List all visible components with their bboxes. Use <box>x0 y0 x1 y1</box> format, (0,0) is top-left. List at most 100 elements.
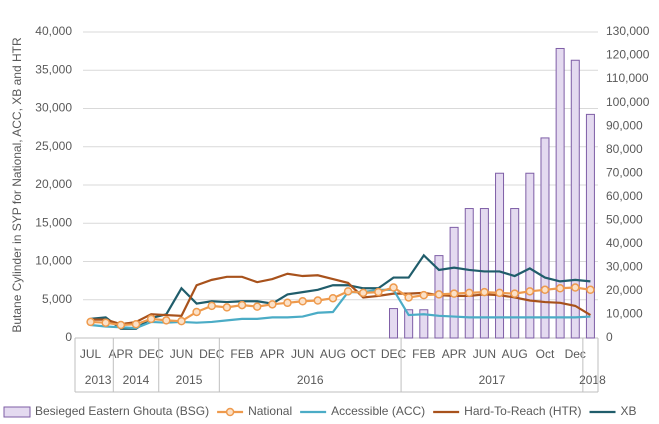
marker <box>328 293 338 303</box>
year-label: 2017 <box>479 373 506 387</box>
y2-tick-label: 20,000 <box>606 283 643 297</box>
bar <box>510 208 520 339</box>
x-tick-label: Dec <box>565 347 586 361</box>
bar <box>495 172 505 339</box>
marker <box>283 298 292 308</box>
x-tick-label: AUG <box>502 347 528 361</box>
legend-swatch <box>3 406 31 418</box>
bar <box>419 309 429 339</box>
marker <box>131 319 141 329</box>
bar <box>404 309 414 339</box>
x-tick-label: FEB <box>230 347 253 361</box>
marker <box>495 288 504 298</box>
marker <box>404 293 413 302</box>
legend-label: XB <box>621 404 637 418</box>
y2-tick-label: 40,000 <box>606 236 643 250</box>
marker <box>252 302 262 311</box>
marker <box>116 320 126 330</box>
marker <box>358 288 368 298</box>
y2-tick-label: 110,000 <box>606 71 649 85</box>
bar <box>449 226 459 339</box>
marker <box>555 284 565 293</box>
bar <box>570 59 580 339</box>
x-tick-label: JUN <box>170 347 193 361</box>
y-tick-label: 5,000 <box>42 292 72 306</box>
bar <box>540 137 550 339</box>
y-tick-label: 30,000 <box>35 101 72 115</box>
bar <box>585 113 595 339</box>
line <box>90 288 591 330</box>
marker <box>374 287 383 297</box>
marker <box>510 289 519 298</box>
x-tick-label: JUN <box>473 347 496 361</box>
legend-label: Besieged Eastern Ghouta (BSG) <box>35 404 209 418</box>
y2-tick-label: 30,000 <box>606 260 643 274</box>
marker <box>465 288 474 298</box>
x-tick-label: JUL <box>80 347 102 361</box>
x-tick-label: APR <box>442 347 467 361</box>
marker <box>192 307 201 317</box>
y2-tick-label: 120,000 <box>606 48 650 62</box>
x-tick-label: FEB <box>412 347 435 361</box>
x-tick-label: AUG <box>320 347 346 361</box>
legend-marker <box>225 407 235 417</box>
marker <box>222 303 232 312</box>
bar <box>389 308 399 339</box>
year-label: 2018 <box>579 373 606 387</box>
x-tick-label: APR <box>109 347 134 361</box>
x-tick-label: APR <box>260 347 285 361</box>
y-axis-label: Butane Cylinder in SYP for National, ACC… <box>10 37 24 333</box>
y-tick-label: 0 <box>65 330 72 344</box>
marker <box>298 297 307 306</box>
marker <box>207 301 216 311</box>
marker <box>162 316 171 325</box>
legend-label: Accessible (ACC) <box>331 404 425 418</box>
y2-tick-label: 70,000 <box>606 165 643 179</box>
marker <box>101 318 110 327</box>
bar <box>479 208 489 339</box>
y-tick-label: 25,000 <box>35 139 72 153</box>
marker <box>146 314 156 324</box>
year-label: 2014 <box>123 373 150 387</box>
marker <box>540 285 550 295</box>
x-tick-label: OCT <box>351 347 377 361</box>
marker <box>525 287 535 296</box>
bar <box>555 47 565 339</box>
x-tick-label: DEC <box>138 347 164 361</box>
marker <box>449 289 459 298</box>
year-label: 2015 <box>176 373 203 387</box>
y-tick-label: 20,000 <box>35 177 72 191</box>
legend-label: National <box>248 404 292 418</box>
marker <box>419 290 429 300</box>
y2-tick-label: 10,000 <box>606 307 643 321</box>
y2-tick-label: 60,000 <box>606 189 643 203</box>
line <box>90 253 591 330</box>
y-tick-label: 40,000 <box>35 24 72 38</box>
marker <box>268 300 277 309</box>
marker <box>343 287 353 296</box>
marker <box>237 300 247 310</box>
legend-label: Hard-To-Reach (HTR) <box>464 404 581 418</box>
y2-tick-label: 90,000 <box>606 118 643 132</box>
y-tick-label: 15,000 <box>35 215 72 229</box>
y2-tick-label: 50,000 <box>606 212 643 226</box>
year-label: 2016 <box>297 373 324 387</box>
y-tick-label: 10,000 <box>35 254 72 268</box>
marker <box>389 283 398 292</box>
x-tick-label: Oct <box>536 347 555 361</box>
marker <box>571 283 580 292</box>
y2-tick-label: 130,000 <box>606 24 650 38</box>
marker <box>177 316 186 326</box>
marker <box>480 287 489 297</box>
y2-tick-label: 80,000 <box>606 142 643 156</box>
y-tick-label: 35,000 <box>35 62 72 76</box>
x-tick-label: DEC <box>381 347 407 361</box>
bar <box>464 208 474 339</box>
bar <box>525 172 535 339</box>
line <box>90 272 591 326</box>
y2-tick-label: 100,000 <box>606 95 650 109</box>
marker <box>586 285 595 295</box>
marker <box>86 317 95 327</box>
y2-tick-label: 0 <box>606 330 613 344</box>
